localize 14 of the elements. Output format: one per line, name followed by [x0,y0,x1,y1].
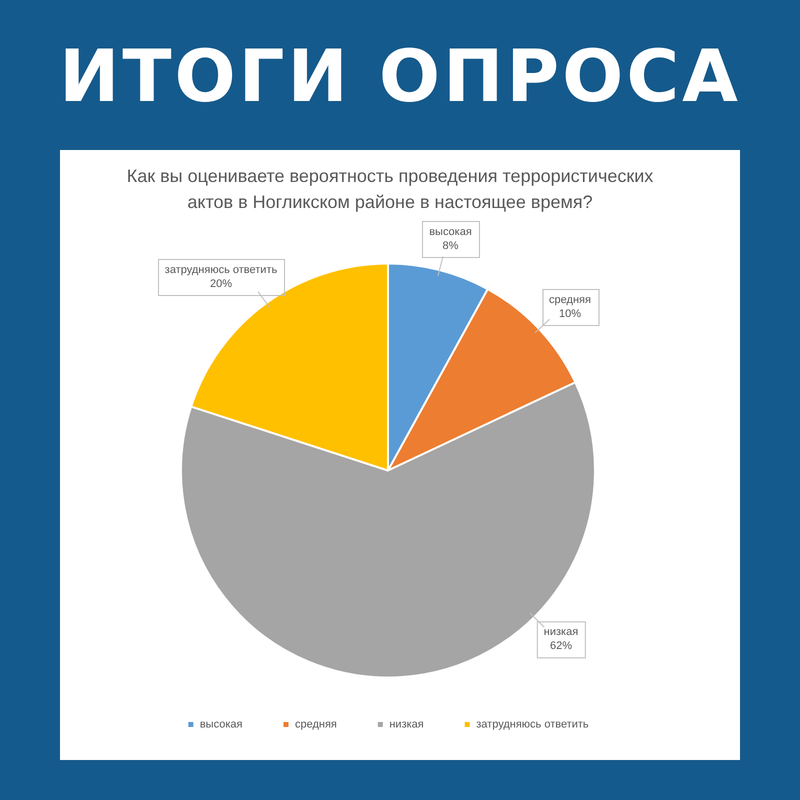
legend-label: средняя [294,718,337,731]
slice-label: низкая [544,626,578,638]
data-label: 62% [550,640,572,652]
slice-label: средняя [549,294,591,306]
legend-label: низкая [389,718,424,731]
data-label: 8% [442,240,459,252]
slice-label: затрудняюсь ответить [164,264,278,276]
chart-title: ИТОГИ ОПРОСА [58,34,742,118]
chart-subtitle: Как вы оцениваете вероятность проведения террористических актов в Ногликском районе в настоящее время? [126,165,654,214]
legend-label: затрудняюсь ответить [476,718,589,731]
slice-label: высокая [429,226,472,238]
legend-label: высокая [200,718,242,731]
data-label: 20% [210,278,232,290]
data-label: 10% [558,308,582,320]
